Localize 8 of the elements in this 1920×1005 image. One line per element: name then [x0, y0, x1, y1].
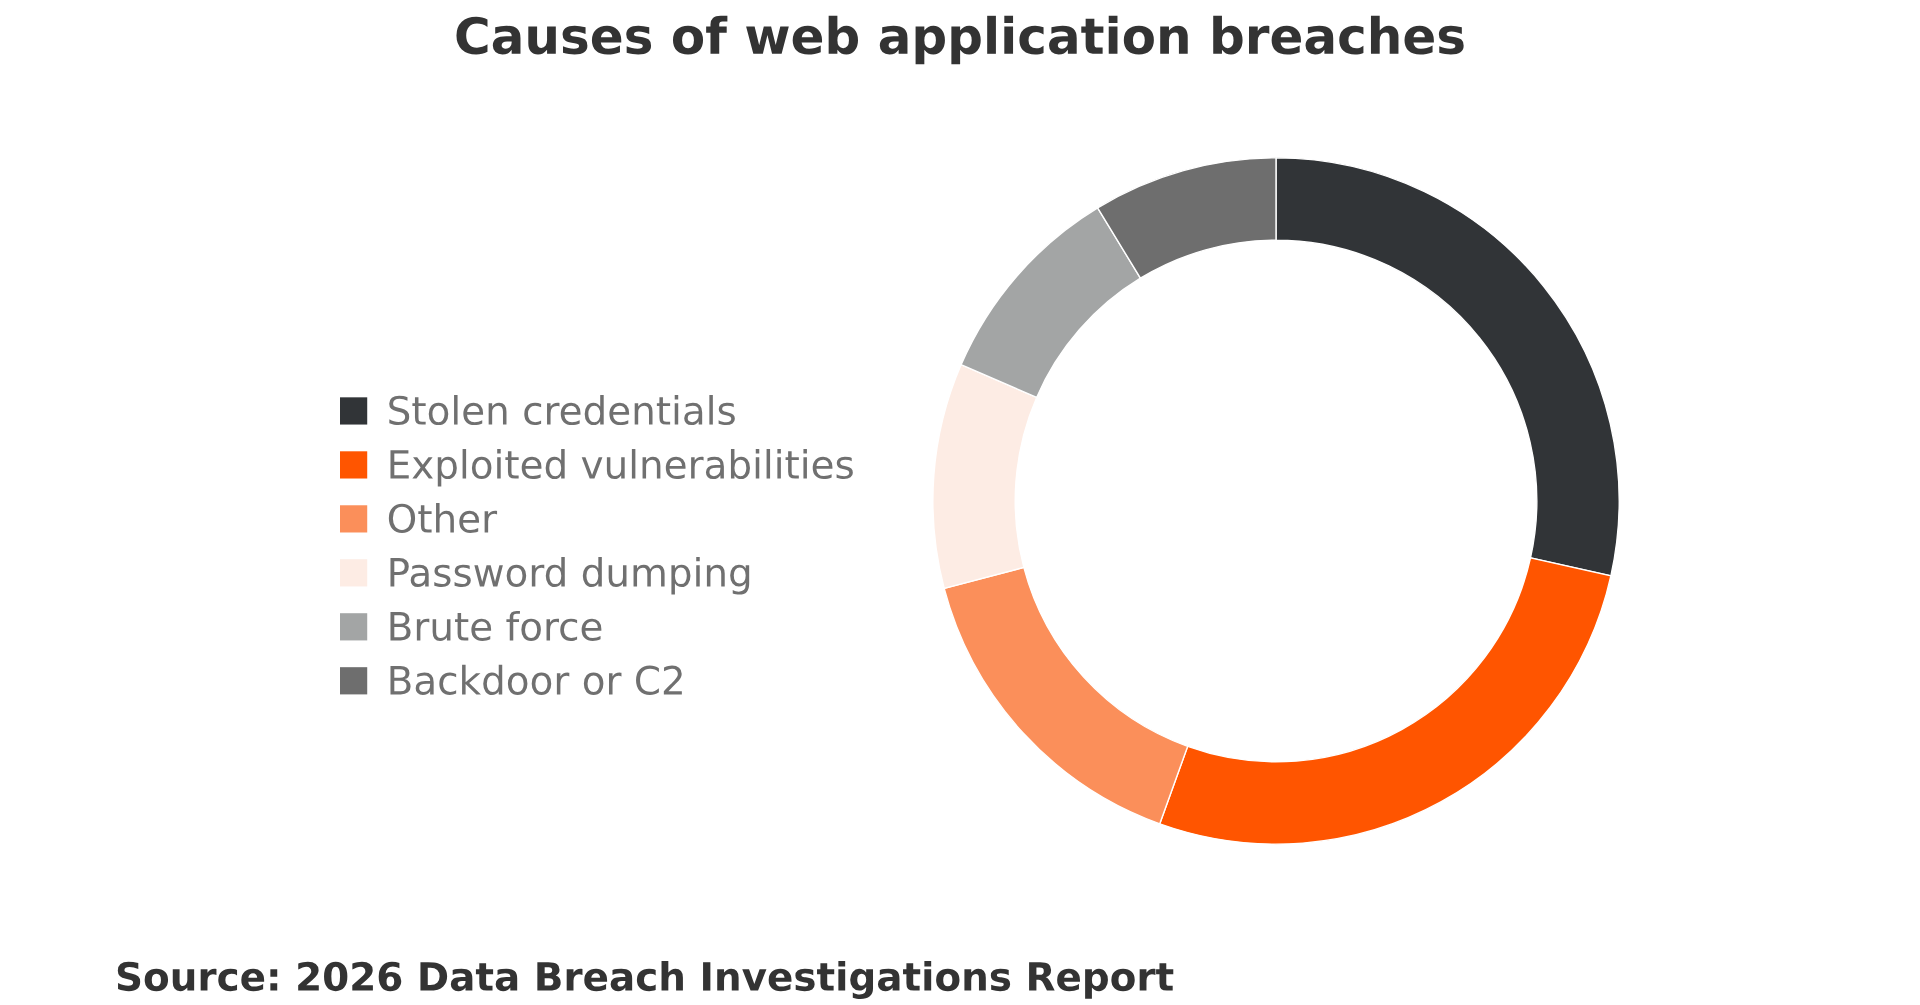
legend-label: Other [388, 502, 498, 534]
legend-label: Password dumping [390, 556, 750, 595]
legend-label: Stolen credentials [389, 395, 735, 426]
chart-title: Causes of web application breaches [456, 15, 1464, 65]
legend-label: Exploited vulnerabilities [390, 448, 853, 487]
legend-label: Brute force [390, 610, 602, 641]
legend-label: Backdoor or C2 [390, 664, 682, 695]
source-note: Source: 2026 Data Breach Investigations Report [117, 961, 1174, 999]
